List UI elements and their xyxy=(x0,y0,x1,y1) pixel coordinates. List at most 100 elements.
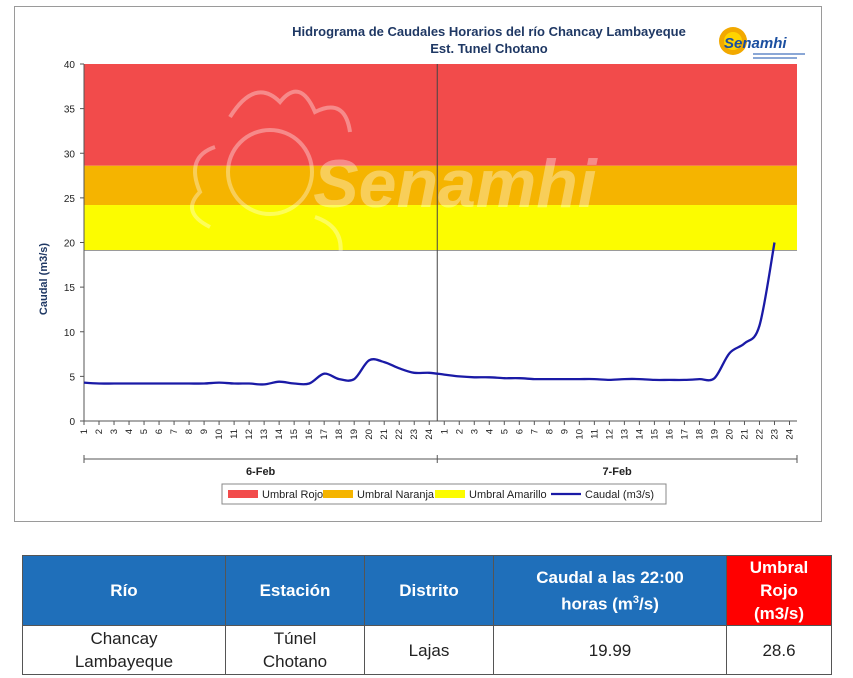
threshold-bands xyxy=(84,64,797,252)
chart-frame: Senamhi 0 5 10 15 20 25 30 35 40 1 2 3 4 5 6 7 8 9 10 11 12… xyxy=(14,6,822,522)
x-tick-label: 23 xyxy=(409,429,420,440)
y-tick-label: 25 xyxy=(64,194,76,205)
x-tick-label: 14 xyxy=(274,429,285,440)
x-tick-label: 18 xyxy=(694,429,705,440)
chart-axes xyxy=(80,63,798,463)
x-tick-label: 3 xyxy=(469,429,480,434)
x-tick-label: 19 xyxy=(709,429,720,440)
y-tick-labels: 0 5 10 15 20 25 30 35 40 xyxy=(64,60,76,428)
header-distrito: Distrito xyxy=(364,555,494,626)
x-tick-label: 4 xyxy=(484,429,495,434)
legend-label-umbral-rojo: Umbral Rojo xyxy=(262,489,323,501)
caudal-series-line xyxy=(83,242,776,386)
legend-label-umbral-naranja: Umbral Naranja xyxy=(357,489,435,501)
x-tick-label: 10 xyxy=(214,429,225,440)
threshold-band-0 xyxy=(84,64,797,166)
summary-table: Río Estación Distrito Caudal a las 22:00… xyxy=(22,555,832,675)
chart-legend: Umbral Rojo Umbral Naranja Umbral Amaril… xyxy=(221,483,667,505)
x-tick-label: 6 xyxy=(514,429,525,434)
y-tick-label: 40 xyxy=(64,60,76,71)
header-rio: Río xyxy=(22,555,226,626)
x-tick-label: 12 xyxy=(604,429,615,440)
senamhi-logo: Senamhi xyxy=(719,27,805,59)
logo-text: Senamhi xyxy=(724,35,787,52)
cell-distrito: Lajas xyxy=(364,625,494,675)
x-tick-label: 23 xyxy=(769,429,780,440)
chart-subtitle: Est. Tunel Chotano xyxy=(430,41,548,56)
x-tick-label: 16 xyxy=(664,429,675,440)
x-tick-label: 15 xyxy=(649,429,660,440)
x-tick-label: 7 xyxy=(169,429,180,434)
x-tick-label: 5 xyxy=(139,429,150,434)
x-tick-label: 1 xyxy=(79,429,90,434)
x-tick-label: 11 xyxy=(229,429,240,439)
header-estacion: Estación xyxy=(225,555,365,626)
legend-label-umbral-amarillo: Umbral Amarillo xyxy=(469,489,547,501)
x-tick-label: 6 xyxy=(154,429,165,434)
x-tick-label: 9 xyxy=(199,429,210,434)
threshold-band-2 xyxy=(84,205,797,251)
day-group-label: 7-Feb xyxy=(602,466,632,478)
y-tick-label: 35 xyxy=(64,105,76,116)
x-tick-label: 11 xyxy=(589,429,600,439)
table-row: Chancay Lambayeque Túnel Chotano Lajas 19.… xyxy=(22,625,832,675)
legend-swatch-umbral-amarillo xyxy=(435,490,465,498)
legend-label-caudal: Caudal (m3/s) xyxy=(585,489,654,501)
y-axis-label: Caudal (m3/s) xyxy=(38,243,50,315)
cell-caudal: 19.99 xyxy=(493,625,727,675)
x-tick-label: 10 xyxy=(574,429,585,440)
chart-title: Hidrograma de Caudales Horarios del río … xyxy=(292,24,686,39)
sun-watermark-icon xyxy=(190,89,352,258)
x-tick-label: 16 xyxy=(304,429,315,440)
x-tick-label: 13 xyxy=(259,429,270,440)
x-tick-label: 24 xyxy=(424,429,435,440)
y-tick-label: 5 xyxy=(69,372,75,383)
header-umbral-rojo: Umbral Rojo (m3/s) xyxy=(726,555,832,626)
senamhi-watermark: Senamhi xyxy=(190,89,599,258)
y-tick-label: 30 xyxy=(64,149,76,160)
x-tick-label: 22 xyxy=(754,429,765,440)
x-tick-label: 7 xyxy=(529,429,540,434)
x-tick-label: 17 xyxy=(319,429,330,440)
x-tick-label: 2 xyxy=(454,429,465,434)
x-tick-label: 8 xyxy=(544,429,555,434)
x-tick-label: 20 xyxy=(724,429,735,440)
x-tick-label: 15 xyxy=(289,429,300,440)
x-tick-label: 18 xyxy=(334,429,345,440)
x-tick-label: 21 xyxy=(739,429,750,440)
x-tick-label: 14 xyxy=(634,429,645,440)
y-tick-label: 15 xyxy=(64,283,76,294)
header-caudal: Caudal a las 22:00 horas (m3/s) xyxy=(493,555,727,626)
x-tick-label: 9 xyxy=(559,429,570,434)
day-group-label: 6-Feb xyxy=(246,466,276,478)
x-tick-label: 12 xyxy=(244,429,255,440)
legend-swatch-umbral-rojo xyxy=(228,490,258,498)
x-tick-label: 5 xyxy=(499,429,510,434)
y-tick-label: 0 xyxy=(69,417,75,428)
x-tick-label: 8 xyxy=(184,429,195,434)
day-group-labels: 6-Feb 7-Feb xyxy=(246,466,632,478)
legend-swatch-umbral-naranja xyxy=(323,490,353,498)
table-header-row: Río Estación Distrito Caudal a las 22:00… xyxy=(22,555,832,626)
x-tick-label: 13 xyxy=(619,429,630,440)
watermark-text: Senamhi xyxy=(313,146,599,222)
sun-logo-icon xyxy=(719,27,747,55)
y-tick-label: 10 xyxy=(64,328,76,339)
x-tick-label: 3 xyxy=(109,429,120,434)
cell-estacion: Túnel Chotano xyxy=(225,625,365,675)
x-tick-label: 19 xyxy=(349,429,360,440)
x-tick-label: 4 xyxy=(124,429,135,434)
threshold-band-1 xyxy=(84,165,797,206)
cell-rio: Chancay Lambayeque xyxy=(22,625,226,675)
cell-umbral: 28.6 xyxy=(726,625,832,675)
x-tick-label: 2 xyxy=(94,429,105,434)
y-tick-label: 20 xyxy=(64,239,76,250)
x-tick-label: 17 xyxy=(679,429,690,440)
x-tick-label: 20 xyxy=(364,429,375,440)
x-tick-label: 1 xyxy=(439,429,450,434)
x-tick-label: 24 xyxy=(784,429,795,440)
x-tick-labels: 1 2 3 4 5 6 7 8 9 10 11 12 13 14 15 16 17 18 19 20 21 22 23 24 1… xyxy=(79,429,795,440)
x-tick-label: 21 xyxy=(379,429,390,440)
x-tick-label: 22 xyxy=(394,429,405,440)
